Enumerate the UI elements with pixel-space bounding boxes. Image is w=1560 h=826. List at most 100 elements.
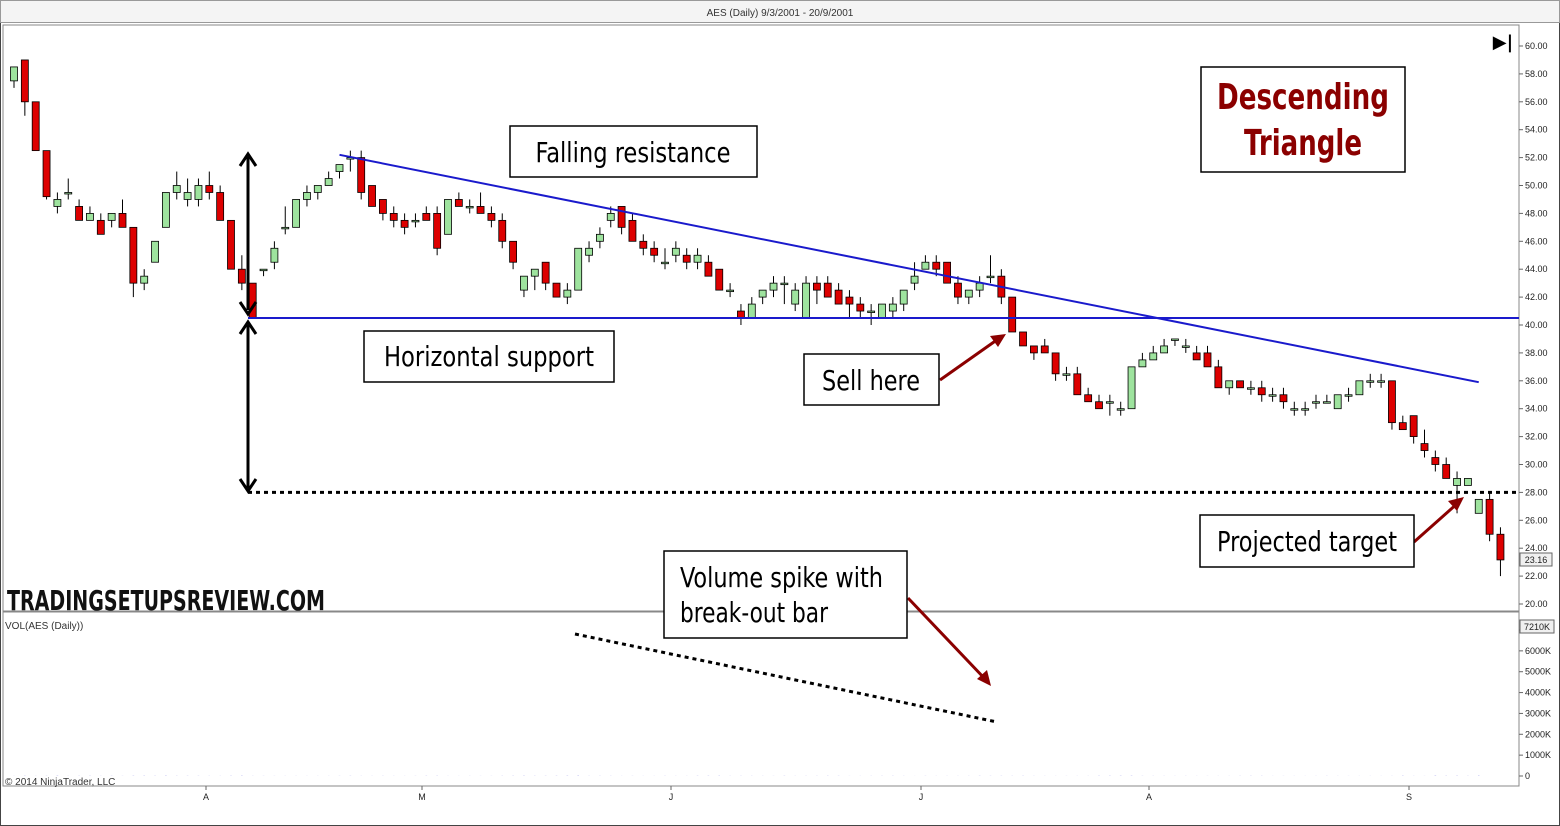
candle-body xyxy=(802,282,810,319)
candle-body xyxy=(639,240,648,249)
sell-here-label: Sell here xyxy=(822,364,920,397)
candle xyxy=(259,268,268,277)
candle-body xyxy=(954,282,962,298)
candle xyxy=(444,199,452,235)
candle-body xyxy=(205,185,214,193)
time-tick-label: S xyxy=(1406,792,1412,802)
candle-body xyxy=(161,192,170,228)
candle xyxy=(378,199,387,221)
last-price-label: 23.16 xyxy=(1525,555,1548,565)
candle-body xyxy=(10,66,18,82)
candle-body xyxy=(1453,478,1461,486)
candle-body xyxy=(878,303,886,319)
candle xyxy=(487,206,496,228)
candle-body xyxy=(1116,408,1125,411)
candle-body xyxy=(1225,380,1234,389)
candle-body xyxy=(107,212,116,221)
candle xyxy=(1290,401,1299,416)
candle-body xyxy=(313,185,322,193)
candle-body xyxy=(281,226,290,230)
candle xyxy=(118,199,127,228)
price-tick-label: 56.00 xyxy=(1525,97,1548,107)
candle-body xyxy=(1290,408,1299,411)
candle-body xyxy=(596,233,604,242)
candle-body xyxy=(1203,352,1212,368)
candle xyxy=(1247,380,1255,395)
candle-body xyxy=(899,289,908,305)
candle xyxy=(943,261,951,284)
candle-body xyxy=(1247,387,1255,390)
candle xyxy=(552,282,561,298)
candle-body xyxy=(671,247,680,256)
candle-body xyxy=(780,282,789,286)
candle-body xyxy=(183,192,192,200)
candle-body xyxy=(96,219,105,235)
candle xyxy=(389,206,398,228)
sell-here-arrow xyxy=(939,334,1006,382)
candle xyxy=(194,178,203,207)
candle xyxy=(910,262,919,291)
height-measure-arrow xyxy=(238,151,258,317)
price-tick-label: 36.00 xyxy=(1525,376,1548,386)
candle-body xyxy=(172,185,181,193)
candle xyxy=(1268,387,1277,402)
candle-body xyxy=(888,303,897,312)
candle xyxy=(1409,415,1418,444)
price-tick-label: 30.00 xyxy=(1525,460,1548,470)
candle-body xyxy=(737,310,745,319)
candle-body xyxy=(1344,394,1353,397)
candle xyxy=(96,213,105,235)
candle-body xyxy=(769,282,778,291)
candle-body xyxy=(1171,338,1179,341)
candle xyxy=(791,283,800,312)
candle xyxy=(661,248,669,270)
candle xyxy=(856,297,865,319)
candle-body xyxy=(1127,366,1136,410)
candle-body xyxy=(422,212,431,221)
candle-body xyxy=(1409,415,1418,437)
last-volume-label: 7210K xyxy=(1524,622,1550,632)
candle xyxy=(1257,380,1266,402)
price-tick-label: 58.00 xyxy=(1525,69,1548,79)
candle xyxy=(693,248,702,270)
candle xyxy=(433,206,442,256)
candle xyxy=(129,226,138,298)
candle xyxy=(1322,394,1331,404)
candle xyxy=(954,276,962,305)
scroll-to-end-icon[interactable]: ▶| xyxy=(1493,32,1513,53)
candle xyxy=(1485,492,1494,542)
candle xyxy=(758,289,767,305)
volume-spike-arrow xyxy=(906,596,991,686)
pattern-title-line1: Descending xyxy=(1217,77,1389,118)
candle-body xyxy=(943,261,951,284)
candle-body xyxy=(389,212,398,221)
volume-spike-label-line1: Volume spike with xyxy=(680,561,883,594)
candle-body xyxy=(303,192,311,200)
candle-body xyxy=(986,275,995,279)
candle xyxy=(1355,380,1364,396)
candle-body xyxy=(617,206,626,228)
candle-body xyxy=(1366,380,1375,383)
candle-body xyxy=(921,261,930,270)
candle-body xyxy=(1301,408,1310,411)
candle-body xyxy=(1312,401,1320,404)
candle-body xyxy=(31,101,40,152)
candle xyxy=(498,213,507,249)
candle-body xyxy=(1019,331,1027,347)
candle-body xyxy=(42,150,51,198)
price-tick-label: 32.00 xyxy=(1525,432,1548,442)
projection-measure-arrow xyxy=(238,319,258,494)
time-tick-label: M xyxy=(418,792,426,802)
candle-body xyxy=(1138,359,1147,368)
candle-body xyxy=(650,247,659,256)
candle-body xyxy=(1084,394,1093,403)
projected-target-arrow xyxy=(1413,497,1464,544)
candle-body xyxy=(628,219,637,242)
candle xyxy=(1203,345,1212,368)
candle xyxy=(1312,394,1320,409)
candle xyxy=(205,171,214,200)
price-tick-label: 60.00 xyxy=(1525,41,1548,51)
candle xyxy=(216,185,225,221)
candle-body xyxy=(585,247,593,256)
candle-body xyxy=(75,206,83,221)
